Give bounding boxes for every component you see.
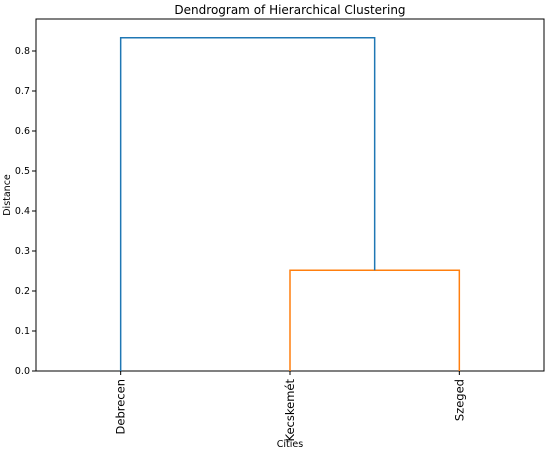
y-axis: 0.0 0.1 0.2 0.3 0.4 0.5 0.6 0.7 0.8 — [15, 46, 36, 377]
y-tick-label: 0.6 — [15, 126, 30, 137]
y-axis-title: Distance — [2, 174, 13, 216]
x-axis-title: Cities — [277, 439, 303, 450]
y-tick-label: 0.0 — [15, 366, 30, 377]
dendrogram-links — [119, 37, 461, 371]
y-tick-label: 0.3 — [15, 246, 30, 257]
cluster-merge-link — [289, 269, 461, 371]
y-tick-label: 0.5 — [15, 166, 30, 177]
y-tick-label: 0.7 — [15, 86, 30, 97]
y-tick-label: 0.1 — [15, 326, 30, 337]
y-tick-label: 0.2 — [15, 286, 30, 297]
leaf-label: Kecskemét — [283, 379, 297, 442]
x-axis: Debrecen Kecskemét Szeged — [114, 371, 466, 442]
root-merge-link — [119, 37, 376, 371]
y-tick-label: 0.4 — [15, 206, 30, 217]
leaf-label: Debrecen — [114, 379, 128, 434]
chart-title: Dendrogram of Hierarchical Clustering — [174, 3, 405, 17]
y-tick-label: 0.8 — [15, 46, 30, 57]
leaf-label: Szeged — [452, 379, 466, 421]
